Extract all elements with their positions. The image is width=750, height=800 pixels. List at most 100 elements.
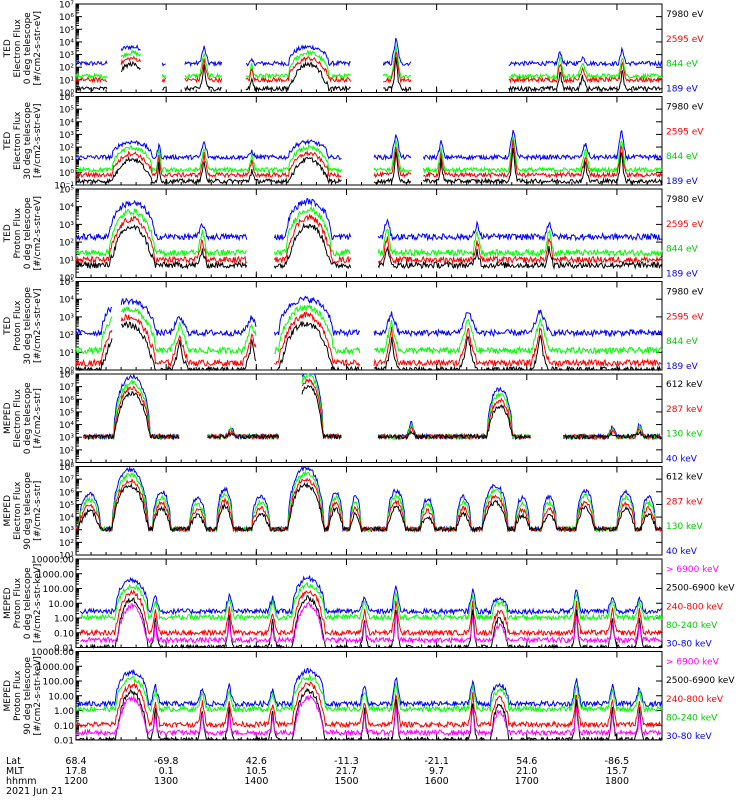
panel-6-ytick-label: 10⁵ (59, 501, 74, 511)
panel-3-ytick-label: 10² (59, 239, 74, 249)
panel-5-legend-entry: 130 keV (666, 430, 703, 440)
panel-3-legend-entry: 2595 eV (666, 220, 704, 230)
panel-7-ytick-label: 10.00 (48, 600, 74, 610)
panel-6-legend-entry: 612 keV (666, 473, 703, 483)
panel-7-legend-entry: 80-240 keV (666, 621, 718, 631)
panel-6-ytick-label: 10² (59, 539, 74, 549)
panel-6-series-black (75, 481, 662, 534)
panel-4-ytick-label: 10⁰ (59, 367, 74, 377)
panel-3-ytick-label: 10⁰ (59, 274, 74, 284)
panel-6-ytick-label: 10⁷ (59, 476, 74, 486)
panel-4-ytick-label: 10¹ (59, 349, 74, 359)
panel-6-frame (75, 466, 663, 556)
panel-3-ylabel-line: TED (3, 224, 13, 243)
footer-label-date: 2021 Jun 21 (6, 786, 64, 797)
panel-5-ylabel-line: Electron Flux (13, 388, 23, 447)
panel-6-legend-entry: 130 keV (666, 522, 703, 532)
panel-4-ylabel-line: [#/cm2-s-str-eV] (33, 288, 43, 363)
panel-8-legend-entry: 2500-6900 keV (666, 676, 735, 686)
panel-8-ylabel-line: MEPED (3, 680, 13, 712)
footer-hhmm-value: 1400 (244, 776, 269, 787)
panel-1-series-green (75, 44, 663, 80)
panel-1-ylabel-line: Electron Flux (13, 18, 23, 77)
panel-2-ytick-label: 10⁴ (59, 118, 74, 128)
panel-2-series-black (75, 147, 663, 186)
panel-5-ytick-label: 10⁵ (59, 408, 74, 418)
panel-3-series-black (75, 222, 663, 270)
panel-1-ytick-label: 10⁴ (59, 38, 74, 48)
panel-4-series-red (75, 310, 663, 368)
panel-7-legend-entry: 30-80 keV (666, 640, 712, 650)
panel-2-legend-entry: 7980 eV (666, 103, 704, 113)
panel-3-legend-entry: 189 eV (666, 270, 699, 280)
panel-5-ytick-label: 10² (59, 446, 74, 456)
panel-5-legend-entry: 612 keV (666, 380, 703, 390)
panel-1-ytick-label: 10⁵ (59, 26, 74, 36)
footer-axis-table: Lat MLT hhmm 2021 Jun 21 68.4 17.8 1200 -69… (6, 757, 750, 800)
footer-lat-value: -11.3 (334, 756, 359, 767)
panel-7-ytick-label: 1.00 (54, 615, 74, 625)
footer-hhmm-value: 1600 (424, 776, 449, 787)
panel-3-ytick-label: 10⁵ (59, 186, 74, 196)
panel-5-ytick-label: 10⁴ (59, 421, 74, 431)
panel-6-series-red (75, 477, 663, 533)
panel-7-ylabel-line: [#/cm2-s-str-keV] (33, 564, 43, 643)
panel-3-series-red (75, 213, 663, 265)
panel-5-ylabel-line: MEPED (3, 402, 13, 434)
panel-3-legend-entry: 844 eV (666, 245, 699, 255)
panel-2-ylabel-line: Electron Flux (13, 111, 23, 170)
panel-3-frame (75, 188, 663, 278)
panel-2-ytick-label: 10⁵ (59, 106, 74, 116)
panel-3-series-green (75, 205, 663, 258)
panel-8-ylabel-line: Proton Flux (13, 670, 23, 721)
panel-1-legend-entry: 2595 eV (666, 35, 704, 45)
panel-7-ytick-label: 100.00 (43, 585, 75, 595)
panel-6-ytick-label: 10⁴ (59, 514, 74, 524)
panel-3-ylabel-line: 0 deg telescope (23, 197, 33, 269)
panel-5-ytick-label: 10⁶ (59, 396, 74, 406)
panel-7-ylabel-line: 0 deg telescope (23, 567, 33, 639)
panel-5-ytick-label: 10⁷ (59, 383, 74, 393)
panel-7-ytick-label: 0.01 (54, 644, 74, 654)
panel-1-ylabel-line: [#/cm2-s-str-eV] (33, 11, 43, 86)
panel-8-ylabel-line: 90 deg telescope (23, 656, 33, 734)
footer-lat-value: -86.5 (604, 756, 630, 767)
panel-6-ylabel-line: [#/cm2-s-str] (33, 481, 43, 541)
footer-lat-value: 68.4 (65, 756, 87, 767)
panel-8-legend-entry: 240-800 keV (666, 695, 724, 705)
panel-1-ylabel-line: 0 deg telescope (23, 12, 33, 84)
panel-1-ytick-label: 10³ (59, 51, 74, 61)
footer-mlt-value: 15.7 (606, 766, 628, 777)
panel-7-ytick-label: 1000.00 (37, 570, 74, 580)
panel-1-legend-entry: 189 eV (666, 85, 699, 95)
panel-4-ytick-label: 10⁵ (59, 278, 74, 288)
panel-6-ytick-label: 10⁸ (59, 463, 74, 473)
panel-2-series-red (75, 139, 663, 179)
panel-5-frame (75, 373, 663, 463)
footer-mlt-value: 21.0 (516, 766, 538, 777)
panel-4-frame (75, 281, 663, 371)
panel-4-legend-entry: 189 eV (666, 362, 699, 372)
panel-6-ylabel-line: 90 deg telescope (23, 471, 33, 549)
footer-lat-value: -69.8 (153, 756, 179, 767)
panel-1-ytick-label: 10⁰ (59, 89, 74, 99)
panel-6-ylabel-line: Electron Flux (13, 481, 23, 540)
panel-5-series-black (83, 384, 663, 441)
panel-4-ytick-label: 10⁴ (59, 296, 74, 306)
panel-2-frame (75, 96, 663, 186)
footer-hhmm-value: 1700 (514, 776, 539, 787)
panel-8-series-black (75, 687, 663, 742)
footer-label-hhmm: hhmm (6, 776, 37, 787)
panel-8-ytick-label: 1.00 (54, 707, 74, 717)
panel-8-legend-entry: 30-80 keV (666, 732, 712, 742)
panel-4-legend-entry: 844 eV (666, 337, 699, 347)
panel-2-legend-entry: 2595 eV (666, 127, 704, 137)
panel-7-legend-entry: 240-800 keV (666, 602, 724, 612)
panel-7-ylabel-line: Proton Flux (13, 577, 23, 628)
panel-2-series-green (75, 136, 663, 174)
panel-8-ytick-label: 1000.00 (37, 663, 74, 673)
panel-7-legend-entry: > 6900 keV (666, 565, 720, 575)
panel-2-ytick-label: 10⁰ (59, 169, 74, 179)
panel-4-ylabel-line: Proton Flux (13, 300, 23, 351)
footer-mlt-value: 21.7 (335, 766, 358, 777)
